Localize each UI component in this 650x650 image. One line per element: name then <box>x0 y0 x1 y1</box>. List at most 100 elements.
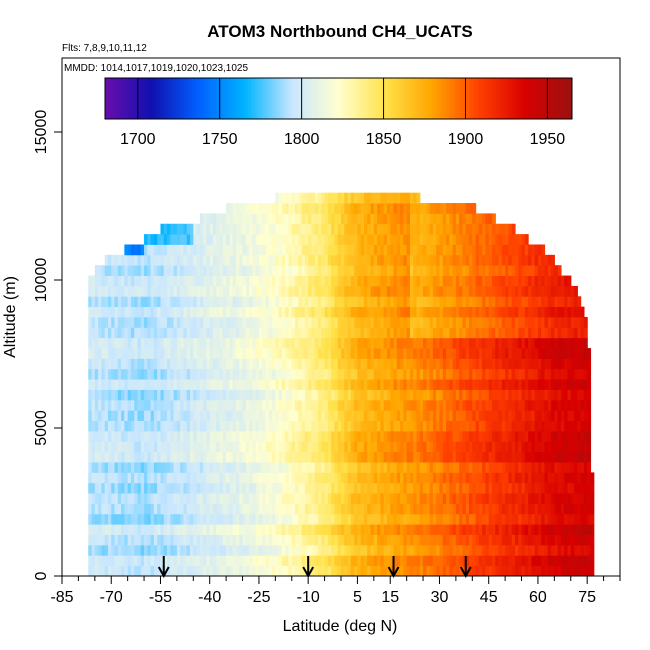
heat-cell <box>396 234 401 245</box>
heat-cell <box>196 285 201 297</box>
heat-cell <box>350 482 355 494</box>
heat-cell <box>508 275 513 287</box>
heat-cell <box>321 265 326 276</box>
heat-cell <box>199 389 204 401</box>
heat-cell <box>258 472 263 484</box>
heat-cell <box>396 462 401 473</box>
heat-cell <box>377 379 381 390</box>
heat-cell <box>531 317 536 328</box>
heat-cell <box>462 368 467 380</box>
heat-cell <box>255 244 260 256</box>
heat-cell <box>331 244 336 256</box>
heat-cell <box>301 430 306 442</box>
heat-cell <box>186 358 191 370</box>
heat-cell <box>163 296 168 308</box>
heat-cell <box>485 524 490 535</box>
heat-cell <box>295 524 299 535</box>
heat-cell <box>459 565 464 577</box>
heat-cell <box>140 317 145 328</box>
heat-cell <box>173 379 178 390</box>
heat-cell <box>157 482 162 494</box>
heat-cell <box>288 337 293 349</box>
heat-cell <box>298 275 303 287</box>
heat-cell <box>255 430 260 442</box>
heat-cell <box>337 544 342 556</box>
heat-cell <box>278 265 283 276</box>
heat-cell <box>196 265 201 276</box>
heat-cell <box>334 379 339 390</box>
heat-cell <box>144 420 148 432</box>
heat-cell <box>350 389 355 401</box>
heat-cell <box>301 379 306 390</box>
heat-cell <box>298 368 303 380</box>
heat-cell <box>446 565 450 577</box>
heat-cell <box>459 379 464 390</box>
heat-cell <box>354 555 359 567</box>
heat-cell <box>465 234 470 245</box>
heat-cell <box>547 420 552 432</box>
heat-cell <box>258 234 263 245</box>
heat-cell <box>403 254 408 266</box>
heat-cell <box>521 306 526 318</box>
heat-cell <box>239 337 244 349</box>
heat-cell <box>232 513 237 525</box>
heat-cell <box>334 368 339 380</box>
heat-cell <box>114 327 119 339</box>
heat-cell <box>386 265 391 276</box>
heat-cell <box>88 462 93 473</box>
heat-cell <box>190 254 194 266</box>
heat-cell <box>419 503 424 515</box>
heat-cell <box>111 441 116 453</box>
heat-cell <box>173 462 178 473</box>
heat-cell <box>423 389 427 401</box>
heat-cell <box>531 265 536 276</box>
heat-cell <box>501 513 506 525</box>
heat-cell <box>137 265 142 276</box>
heat-cell <box>419 410 424 421</box>
heat-cell <box>380 358 385 370</box>
heat-cell <box>393 306 398 318</box>
heat-cell <box>475 555 480 567</box>
heat-cell <box>551 348 555 359</box>
heat-cell <box>449 482 454 494</box>
heat-cell <box>524 513 529 525</box>
heat-cell <box>298 430 303 442</box>
heat-cell <box>350 451 355 463</box>
heat-cell <box>199 451 204 463</box>
heat-cell <box>344 451 349 463</box>
heat-cell <box>472 244 477 256</box>
heat-cell <box>242 223 247 235</box>
heat-cell <box>498 234 503 245</box>
heat-cell <box>393 441 398 453</box>
heat-cell <box>416 513 421 525</box>
heat-cell <box>186 254 191 266</box>
heat-cell <box>121 420 125 432</box>
heat-cell <box>173 254 178 266</box>
heat-cell <box>288 462 293 473</box>
heat-cell <box>242 275 247 287</box>
heat-cell <box>229 337 234 349</box>
heat-cell <box>518 379 523 390</box>
heat-cell <box>423 285 427 297</box>
heat-cell <box>291 462 296 473</box>
heat-cell <box>524 462 529 473</box>
heat-cell <box>281 317 286 328</box>
heat-cell <box>439 420 444 432</box>
heat-cell <box>380 555 385 567</box>
heat-cell <box>334 534 339 546</box>
heat-cell <box>308 306 313 318</box>
heat-cell <box>436 285 441 297</box>
heat-cell <box>449 296 454 308</box>
heat-cell <box>163 544 168 556</box>
heat-cell <box>570 513 575 525</box>
heat-cell <box>144 317 148 328</box>
heat-cell <box>409 503 414 515</box>
heat-cell <box>311 472 316 484</box>
heat-cell <box>157 389 162 401</box>
heat-cell <box>235 275 240 287</box>
heat-cell <box>183 544 188 556</box>
heat-cell <box>232 399 237 411</box>
heat-cell <box>567 348 572 359</box>
heat-cell <box>360 534 365 546</box>
heat-cell <box>574 410 578 421</box>
